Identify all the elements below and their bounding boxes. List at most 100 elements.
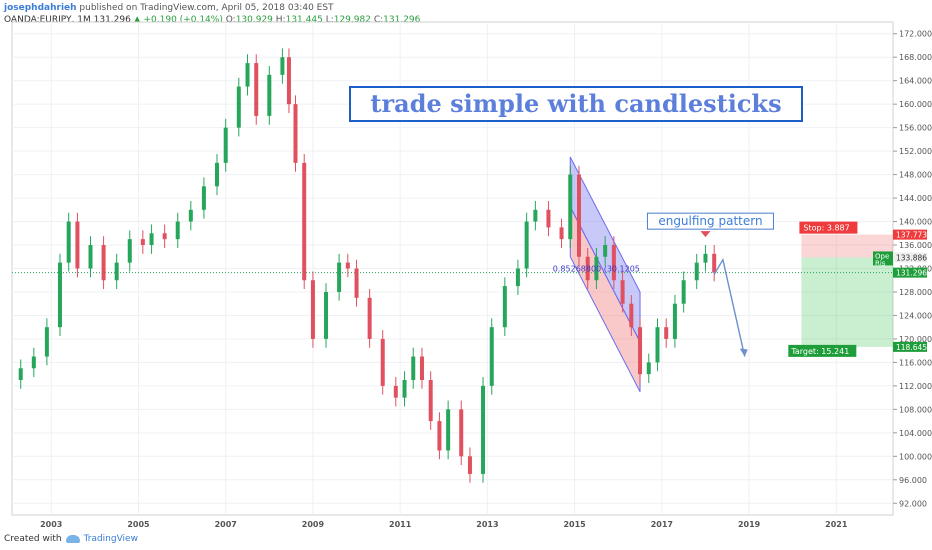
candle-body — [345, 262, 350, 269]
candle-body — [533, 209, 538, 222]
candle-body — [162, 233, 167, 240]
candle-body — [337, 262, 342, 292]
candle-body — [664, 327, 669, 339]
last-price: 131.296 — [93, 15, 131, 25]
stop-label: Stop: 3.887 — [803, 224, 849, 233]
publish-info: published on TradingView.com, April 05, … — [79, 3, 334, 13]
y-tick-label: 96.000 — [899, 476, 927, 485]
candle-body — [638, 327, 643, 375]
candle-body — [515, 268, 520, 287]
chart-header: josephdahrieh published on TradingView.c… — [4, 2, 420, 26]
candle-body — [629, 303, 634, 328]
x-tick-label: 2003 — [40, 520, 62, 529]
candle-body — [254, 63, 259, 116]
candle-body — [620, 280, 625, 304]
candle-body — [175, 221, 180, 240]
y-tick-label: 148.000 — [899, 171, 932, 180]
candle-body — [502, 286, 507, 328]
candle-body — [18, 368, 23, 381]
entry-box-bg — [873, 251, 893, 266]
footer: Created with TradingView — [4, 534, 138, 544]
y-tick-label: 168.000 — [899, 53, 932, 62]
y-tick-label: 152.000 — [899, 147, 932, 156]
y-tick-label: 140.000 — [899, 218, 932, 227]
tradingview-brand[interactable]: TradingView — [83, 534, 138, 544]
entry-price-tag-bg — [893, 252, 927, 263]
y-tick-label: 92.000 — [899, 499, 927, 508]
candle-body — [236, 86, 241, 128]
up-arrow-icon: ▲ — [133, 15, 141, 25]
candle-body — [267, 74, 272, 116]
candle-body — [546, 209, 551, 228]
candle-body — [594, 256, 599, 281]
low-label: L: — [325, 15, 334, 25]
projection-arrowhead — [739, 348, 748, 357]
close-label: C: — [373, 15, 384, 25]
engulfing-box — [646, 212, 774, 230]
created-with-label: Created with — [4, 534, 62, 544]
candle-body — [57, 262, 62, 328]
candle-body — [66, 221, 71, 263]
stop-zone — [801, 234, 893, 258]
candle-body — [459, 409, 464, 457]
candle-body — [603, 245, 608, 257]
candle-body — [428, 380, 433, 422]
symbol-label[interactable]: OANDA:EURJPY, 1M — [4, 15, 91, 25]
candle-body — [646, 362, 651, 375]
target-price-tag: 118.645 — [896, 343, 927, 352]
tradingview-cloud-icon — [65, 535, 80, 543]
candle-body — [114, 262, 119, 281]
candle-body — [214, 162, 219, 187]
close-value: 131.296 — [383, 15, 421, 25]
y-tick-label: 128.000 — [899, 288, 932, 297]
author-link[interactable]: josephdahrieh — [4, 3, 77, 13]
candle-body — [568, 174, 573, 240]
candle-body — [286, 57, 291, 105]
candle-body — [611, 245, 616, 281]
candle-body — [437, 421, 442, 451]
candle-body — [380, 338, 385, 386]
x-tick-label: 2005 — [127, 520, 150, 529]
x-tick-label: 2021 — [825, 520, 848, 529]
candle-body — [559, 227, 564, 240]
candle-body — [694, 262, 699, 281]
last-price-tag-bg — [893, 267, 927, 278]
y-tick-label: 100.000 — [899, 452, 932, 461]
x-tick-label: 2015 — [563, 520, 586, 529]
open-value: 130.929 — [235, 15, 273, 25]
candle-body — [310, 280, 315, 339]
candle-body — [712, 253, 717, 273]
x-tick-label: 2019 — [738, 520, 761, 529]
y-tick-label: 108.000 — [899, 405, 932, 414]
candle-body — [576, 174, 581, 257]
candle-body — [245, 63, 250, 87]
candle-body — [672, 303, 677, 339]
candle-body — [31, 356, 36, 369]
candle-body — [149, 233, 154, 246]
candle-body — [585, 256, 590, 281]
projection-path — [713, 257, 746, 357]
y-tick-label: 144.000 — [899, 194, 932, 203]
target-price-tag-bg — [893, 341, 927, 352]
y-tick-label: 172.000 — [899, 30, 932, 39]
y-tick-label: 156.000 — [899, 124, 932, 133]
candle-body — [393, 385, 398, 398]
candle-body — [280, 57, 285, 75]
y-tick-label: 104.000 — [899, 429, 932, 438]
candle-body — [467, 456, 472, 474]
candle-body — [703, 253, 708, 263]
low-value: 129.982 — [333, 15, 371, 25]
y-tick-label: 112.000 — [899, 382, 932, 391]
candle-body — [201, 186, 206, 210]
candle-body — [44, 327, 49, 357]
candle-body — [681, 280, 686, 304]
target-label-bg — [788, 344, 857, 357]
x-tick-label: 2007 — [215, 520, 237, 529]
engulfing-label: engulfing pattern — [658, 214, 762, 228]
last-price-tag: 131.296 — [896, 269, 927, 278]
candle-body — [367, 297, 372, 339]
candle-body — [411, 356, 416, 381]
x-tick-label: 2011 — [389, 520, 412, 529]
high-value: 131.445 — [285, 15, 323, 25]
